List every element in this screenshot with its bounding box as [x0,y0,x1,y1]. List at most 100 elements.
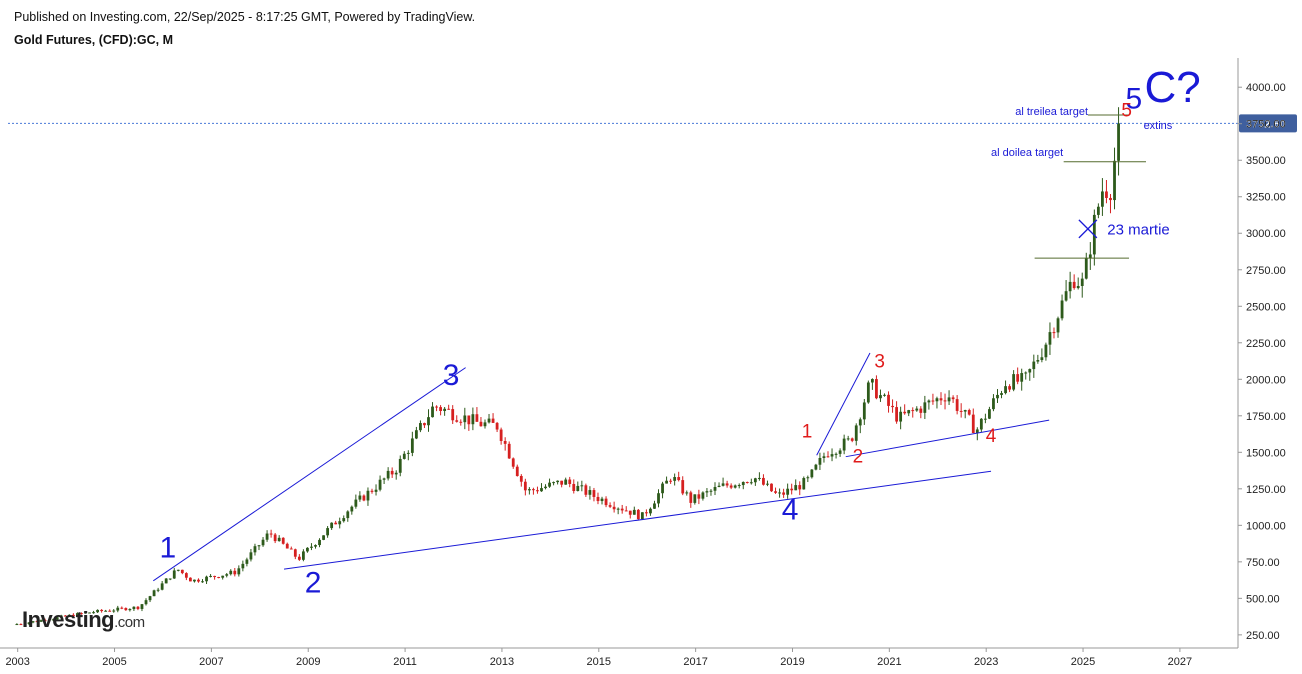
instrument-title: Gold Futures, (CFD):GC, M [14,33,174,47]
wave-label-major: C? [1145,63,1201,112]
candle-body [915,408,919,411]
candle-body [701,492,705,499]
candle-body [661,483,664,494]
last-price-tag [1239,114,1297,133]
candle-body [257,545,261,547]
candle-body [697,494,701,499]
candle-body [1117,123,1120,161]
candle-body [63,615,67,617]
last-price-label: 3752.60 [1246,118,1286,130]
candle-body [1056,318,1060,333]
cross-marker [1078,219,1098,239]
candle-body [1004,386,1007,394]
candle-body [495,422,499,430]
candle-body [536,490,539,492]
candle-body [762,477,765,485]
x-tick-label: 2003 [5,656,29,668]
candle-body [592,490,596,497]
candle-body [156,589,160,591]
candle-body [277,537,281,542]
candle-body [431,406,434,418]
candle-body [858,419,862,426]
candle-body [911,410,915,412]
candle-body [15,624,19,626]
candle-body [939,398,943,401]
wave-label-major: 2 [305,567,322,600]
candle-body [301,551,305,560]
investing-logo: Investing.com [22,607,145,633]
candle-body [366,490,370,501]
candle-body [1113,160,1116,201]
candle-body [128,609,132,611]
candle-body [689,492,693,503]
candle-body [774,491,777,493]
candle-body [1036,360,1040,362]
candle-body [297,556,301,560]
candle-body [350,506,354,512]
candle-body [826,456,830,458]
candle-body [398,458,402,473]
candle-body [1096,206,1100,215]
candle-body [390,470,394,475]
candle-body [891,405,894,408]
candle-body [770,483,773,492]
candle-body [471,414,475,425]
candle-body [67,614,71,617]
candle-body [1072,281,1076,289]
candle-body [766,483,769,485]
candle-body [27,622,31,624]
candle-body [971,414,975,433]
y-tick-label: 3500.00 [1246,155,1286,167]
candle-body [1016,374,1020,382]
trend-line [283,470,992,570]
y-tick-label: 250.00 [1246,630,1280,642]
y-tick-label: 500.00 [1246,593,1280,605]
wave-label-minor: 3 [874,352,885,373]
trend-line [152,367,466,582]
candle-body [1080,278,1084,286]
candle-body [713,486,717,491]
candle-body [624,510,628,512]
candle-body [854,425,858,441]
candle-body [588,490,592,495]
candle-body [35,621,39,623]
candle-body [616,508,620,510]
candle-body [1068,281,1072,292]
wave-label-major: 4 [782,493,799,526]
candle-body [160,583,164,590]
candle-body [830,454,834,457]
candle-body [741,482,745,486]
logo-suffix: .com [114,614,145,631]
candle-body [1101,191,1104,207]
candle-body [265,533,269,540]
candle-body [229,570,233,575]
candle-body [580,485,584,487]
candle-body [213,575,217,578]
candle-body [285,543,289,549]
candle-body [544,486,547,489]
candle-body [386,470,390,479]
candle-body [806,477,810,479]
candle-body [959,410,963,412]
candle-body [705,491,709,493]
candle-body [540,488,543,492]
candle-body [326,528,330,536]
candle-body [116,607,120,611]
candle-body [233,570,237,575]
candle-body [850,438,854,441]
candle-body [23,623,27,625]
candle-body [1084,258,1088,279]
candle-body [410,438,414,453]
candle-body [899,411,903,422]
candle-body [306,547,309,552]
candle-body [1028,369,1032,373]
candle-body [620,508,624,511]
candle-body [822,456,826,458]
trend-line [845,419,1050,458]
y-tick-label: 2250.00 [1246,338,1286,350]
candle-body [576,485,580,491]
candle-body [640,512,644,520]
candle-body [168,578,172,580]
candle-body [862,402,866,420]
candle-body [996,394,999,399]
